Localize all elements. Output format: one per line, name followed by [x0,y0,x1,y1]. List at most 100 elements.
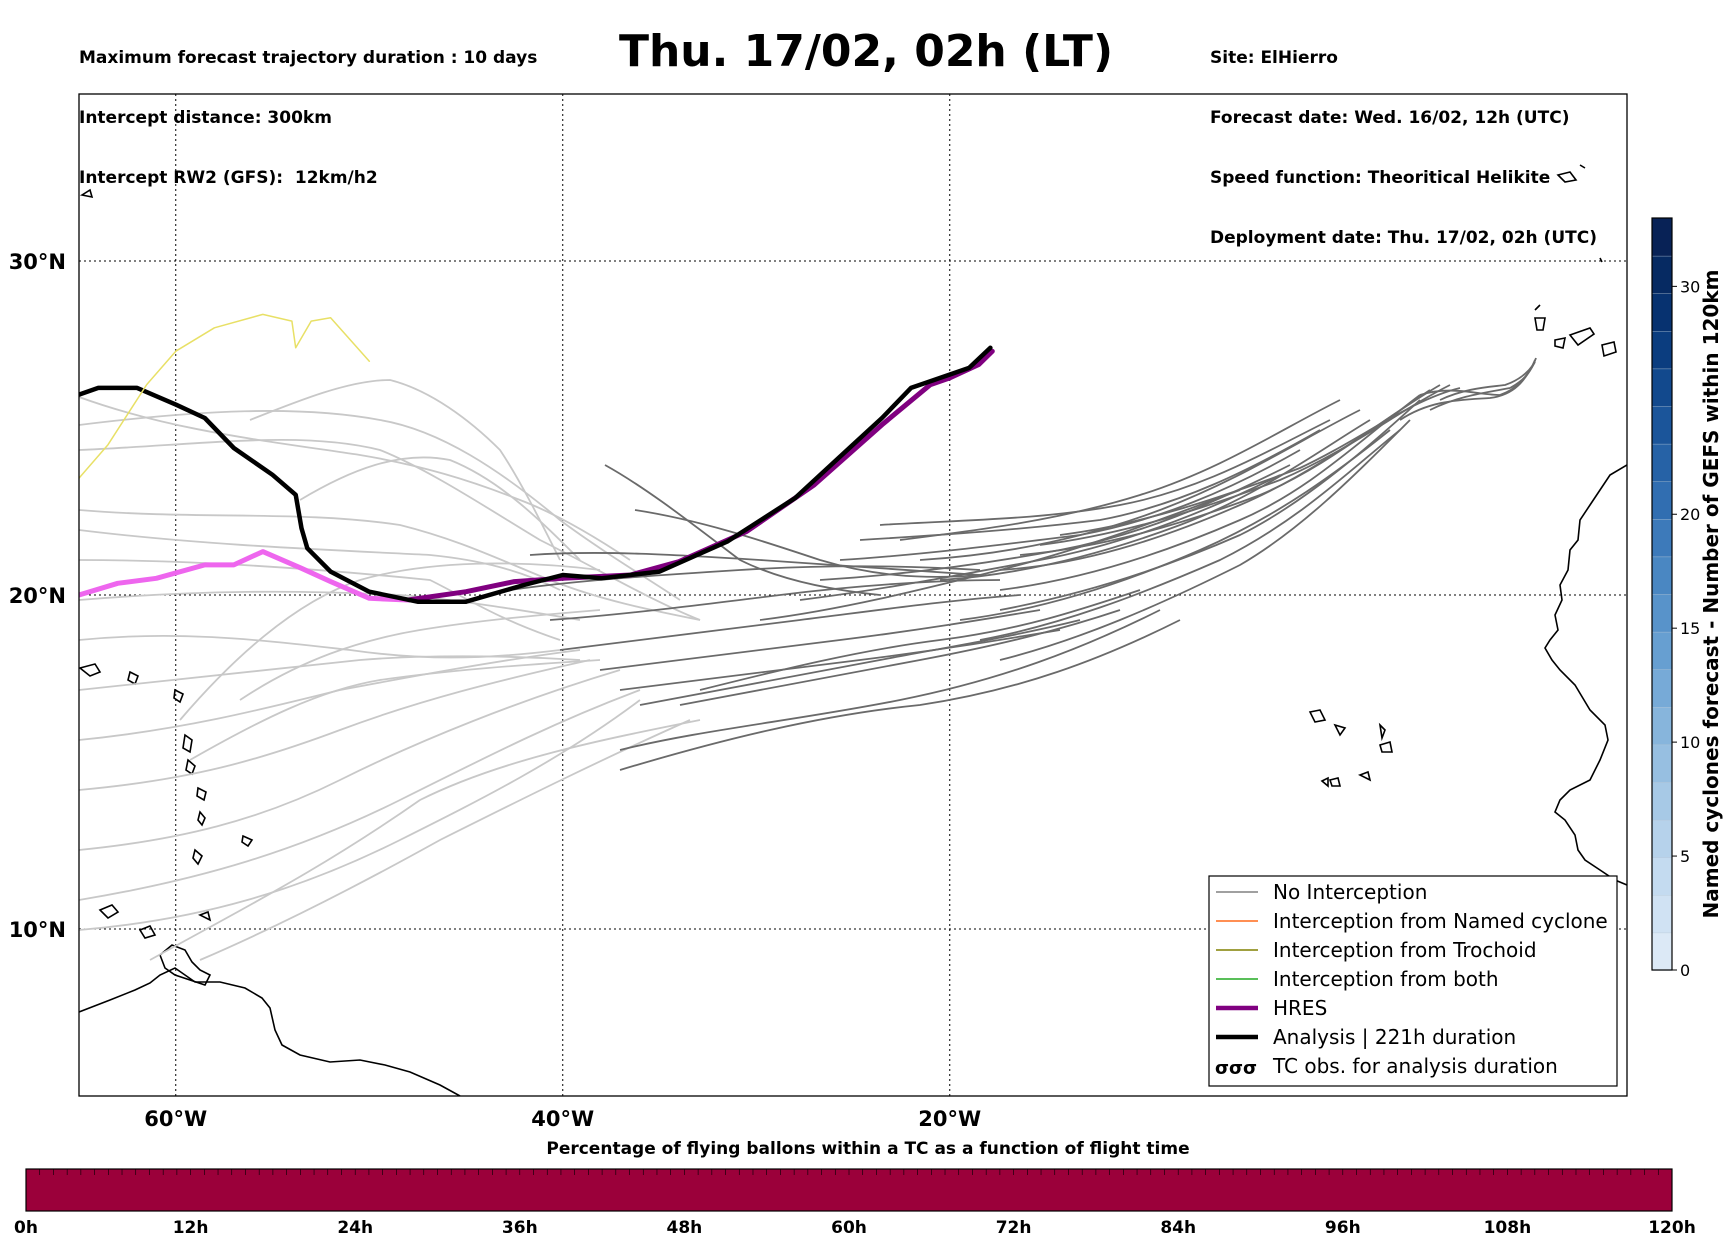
info-right: Site: ElHierro Forecast date: Wed. 16/02… [1210,8,1597,268]
cape-verde-1 [1308,709,1327,723]
trinidad-coast [159,944,212,986]
colorbar: 0 5 10 15 20 30 Named cyclones forecast - Num… [1651,217,1723,980]
bar-tick-label: 24h [337,1218,373,1238]
gefs-trajectory [249,379,561,561]
gefs-trajectory [619,619,1181,771]
legend-label: Interception from both [1273,967,1499,991]
bottom-bar-fill [25,1168,1673,1212]
gefs-trajectory [979,429,1401,641]
gefs-trajectory [999,419,1411,661]
gefs-trajectory [79,559,561,641]
colorbar-step [1651,518,1673,558]
info-left: Maximum forecast trajectory duration : 1… [79,8,537,208]
lat-tick-label: 10°N [9,918,66,942]
gefs-trajectory [79,438,701,621]
cape-verde-4 [1379,740,1393,753]
gefs-trajectory [899,399,1341,541]
tc-obs-symbol-icon: σσσ [1215,1058,1257,1079]
gefs-trajectory [1419,359,1536,396]
gefs-trajectory [79,529,561,591]
colorbar-step [1651,744,1673,783]
gefs-trajectory [79,410,681,601]
antilles-8 [79,663,102,677]
gefs-trajectory [189,659,601,761]
bar-tick-label: 96h [1325,1218,1361,1238]
colorbar-step [1651,894,1673,934]
colorbar-step [1651,932,1673,971]
gefs-trajectory [79,634,561,659]
gefs-trajectory [599,609,1041,671]
gefs-trajectory [79,689,641,901]
antilles-5 [192,848,203,866]
colorbar-frame [1651,217,1673,971]
legend-label: No Interception [1273,880,1427,904]
gefs-trajectory [759,489,1241,621]
info-right-line: Deployment date: Thu. 17/02, 02h (UTC) [1210,228,1597,248]
lon-tick-label: 20°W [918,1107,981,1131]
series-line-2 [79,549,411,603]
venezuela-islands [98,904,212,939]
colorbar-step [1651,593,1673,633]
bar-tick-label: 108h [1484,1218,1532,1238]
bar-tick-label: 84h [1160,1218,1196,1238]
gefs-trajectory [79,669,621,851]
madeira [1556,164,1603,263]
info-left-line: Maximum forecast trajectory duration : 1… [79,48,538,68]
gefs-trajectory [199,719,691,961]
gefs-trajectory [799,474,1281,601]
bar-tick-label: 60h [831,1218,867,1238]
colorbar-step [1651,368,1673,407]
colorbar-step [1651,481,1673,520]
legend-label: HRES [1273,996,1327,1020]
legend: No Interception Interception from Named c… [1208,875,1618,1087]
cape-verde-7 [1320,776,1329,788]
gefs-light-trajectories [79,379,701,961]
colorbar-tick-label: 15 [1680,619,1700,638]
bar-tick-label: 12h [173,1218,209,1238]
gefs-trajectory [239,609,601,701]
africa-coast [1544,464,1627,886]
lat-tick-label: 30°N [9,250,66,274]
cape-verde-6 [1358,770,1372,782]
antilles-1 [182,733,193,754]
gefs-trajectory [559,594,1021,651]
gefs-trajectory [79,699,641,931]
colorbar-tick-label: 20 [1680,505,1700,524]
info-right-line: Forecast date: Wed. 16/02, 12h (UTC) [1210,108,1570,128]
colorbar-step [1651,631,1673,670]
bottom-bar-title: Percentage of flying ballons within a TC… [546,1139,1189,1159]
bar-tick-label: 36h [502,1218,538,1238]
antilles-2 [185,758,196,776]
lat-tick-labels: 30°N 20°N 10°N [9,250,66,942]
colorbar-step [1651,669,1673,708]
colorbar-step [1651,293,1673,332]
antilles-6 [241,834,254,848]
gefs-trajectory [149,719,701,961]
colorbar-tick-label: 30 [1680,277,1700,296]
gefs-trajectory [79,509,701,621]
gefs-trajectory [619,609,1161,751]
legend-label: TC obs. for analysis duration [1272,1054,1558,1078]
cape-verde-3 [1378,722,1386,742]
gefs-trajectory [1039,384,1451,546]
antilles-7 [173,688,185,704]
colorbar-step [1651,443,1673,482]
coastlines [79,164,1627,1096]
colorbar-tick-label: 5 [1680,847,1690,866]
gefs-trajectory [79,659,591,791]
cape-verde-5 [1328,777,1342,787]
colorbar-step [1651,255,1673,294]
main-trajectories [79,313,995,604]
bar-tick-label: 120h [1648,1218,1696,1238]
colorbar-step [1651,217,1673,257]
gefs-trajectory [639,619,1081,706]
legend-label: Interception from Trochoid [1273,938,1537,962]
info-right-line: Site: ElHierro [1210,48,1338,68]
gefs-trajectory [939,419,1371,581]
colorbar-step [1651,556,1673,595]
bar-tick-label: 48h [667,1218,703,1238]
page-title: Thu. 17/02, 02h (LT) [618,26,1114,77]
lon-tick-labels: 60°W 40°W 20°W [144,1107,981,1131]
north-edge-island [79,188,94,199]
